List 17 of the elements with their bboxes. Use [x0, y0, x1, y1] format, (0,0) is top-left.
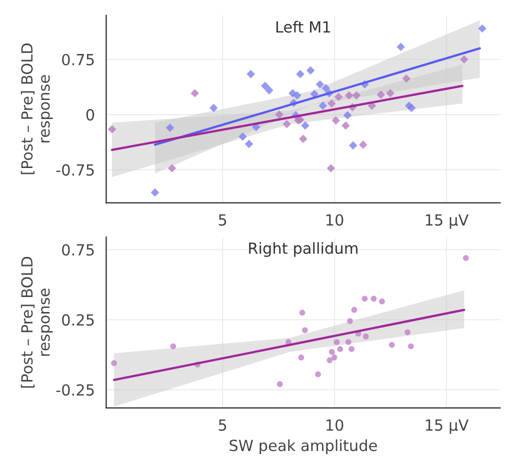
y-axis-title: [Post – Pre] BOLD response [20, 43, 53, 174]
y-tick-label: -0.75 [56, 164, 94, 176]
x-tick-label: 15 µV [426, 420, 469, 434]
chart-title: Left M1 [276, 20, 330, 33]
y-tick-label: 0.75 [62, 54, 94, 66]
y-tick-label: 0 [86, 109, 94, 121]
x-tick-label: 5 [218, 420, 226, 431]
y-tick-label: 0.75 [62, 244, 94, 256]
x-tick-label: 10 [326, 214, 344, 226]
y-tick-label: 0.25 [62, 314, 94, 326]
x-tick-label: 5 [218, 214, 226, 226]
chart-title: Right pallidum [249, 242, 358, 257]
y-tick-label: -0.25 [56, 384, 94, 396]
x-tick-label: 10 [326, 419, 344, 431]
x-tick-label: 15 µV [426, 214, 469, 229]
y-axis-title: [Post – Pre] BOLD response [20, 256, 53, 388]
x-axis-title: SW peak amplitude [230, 439, 377, 454]
